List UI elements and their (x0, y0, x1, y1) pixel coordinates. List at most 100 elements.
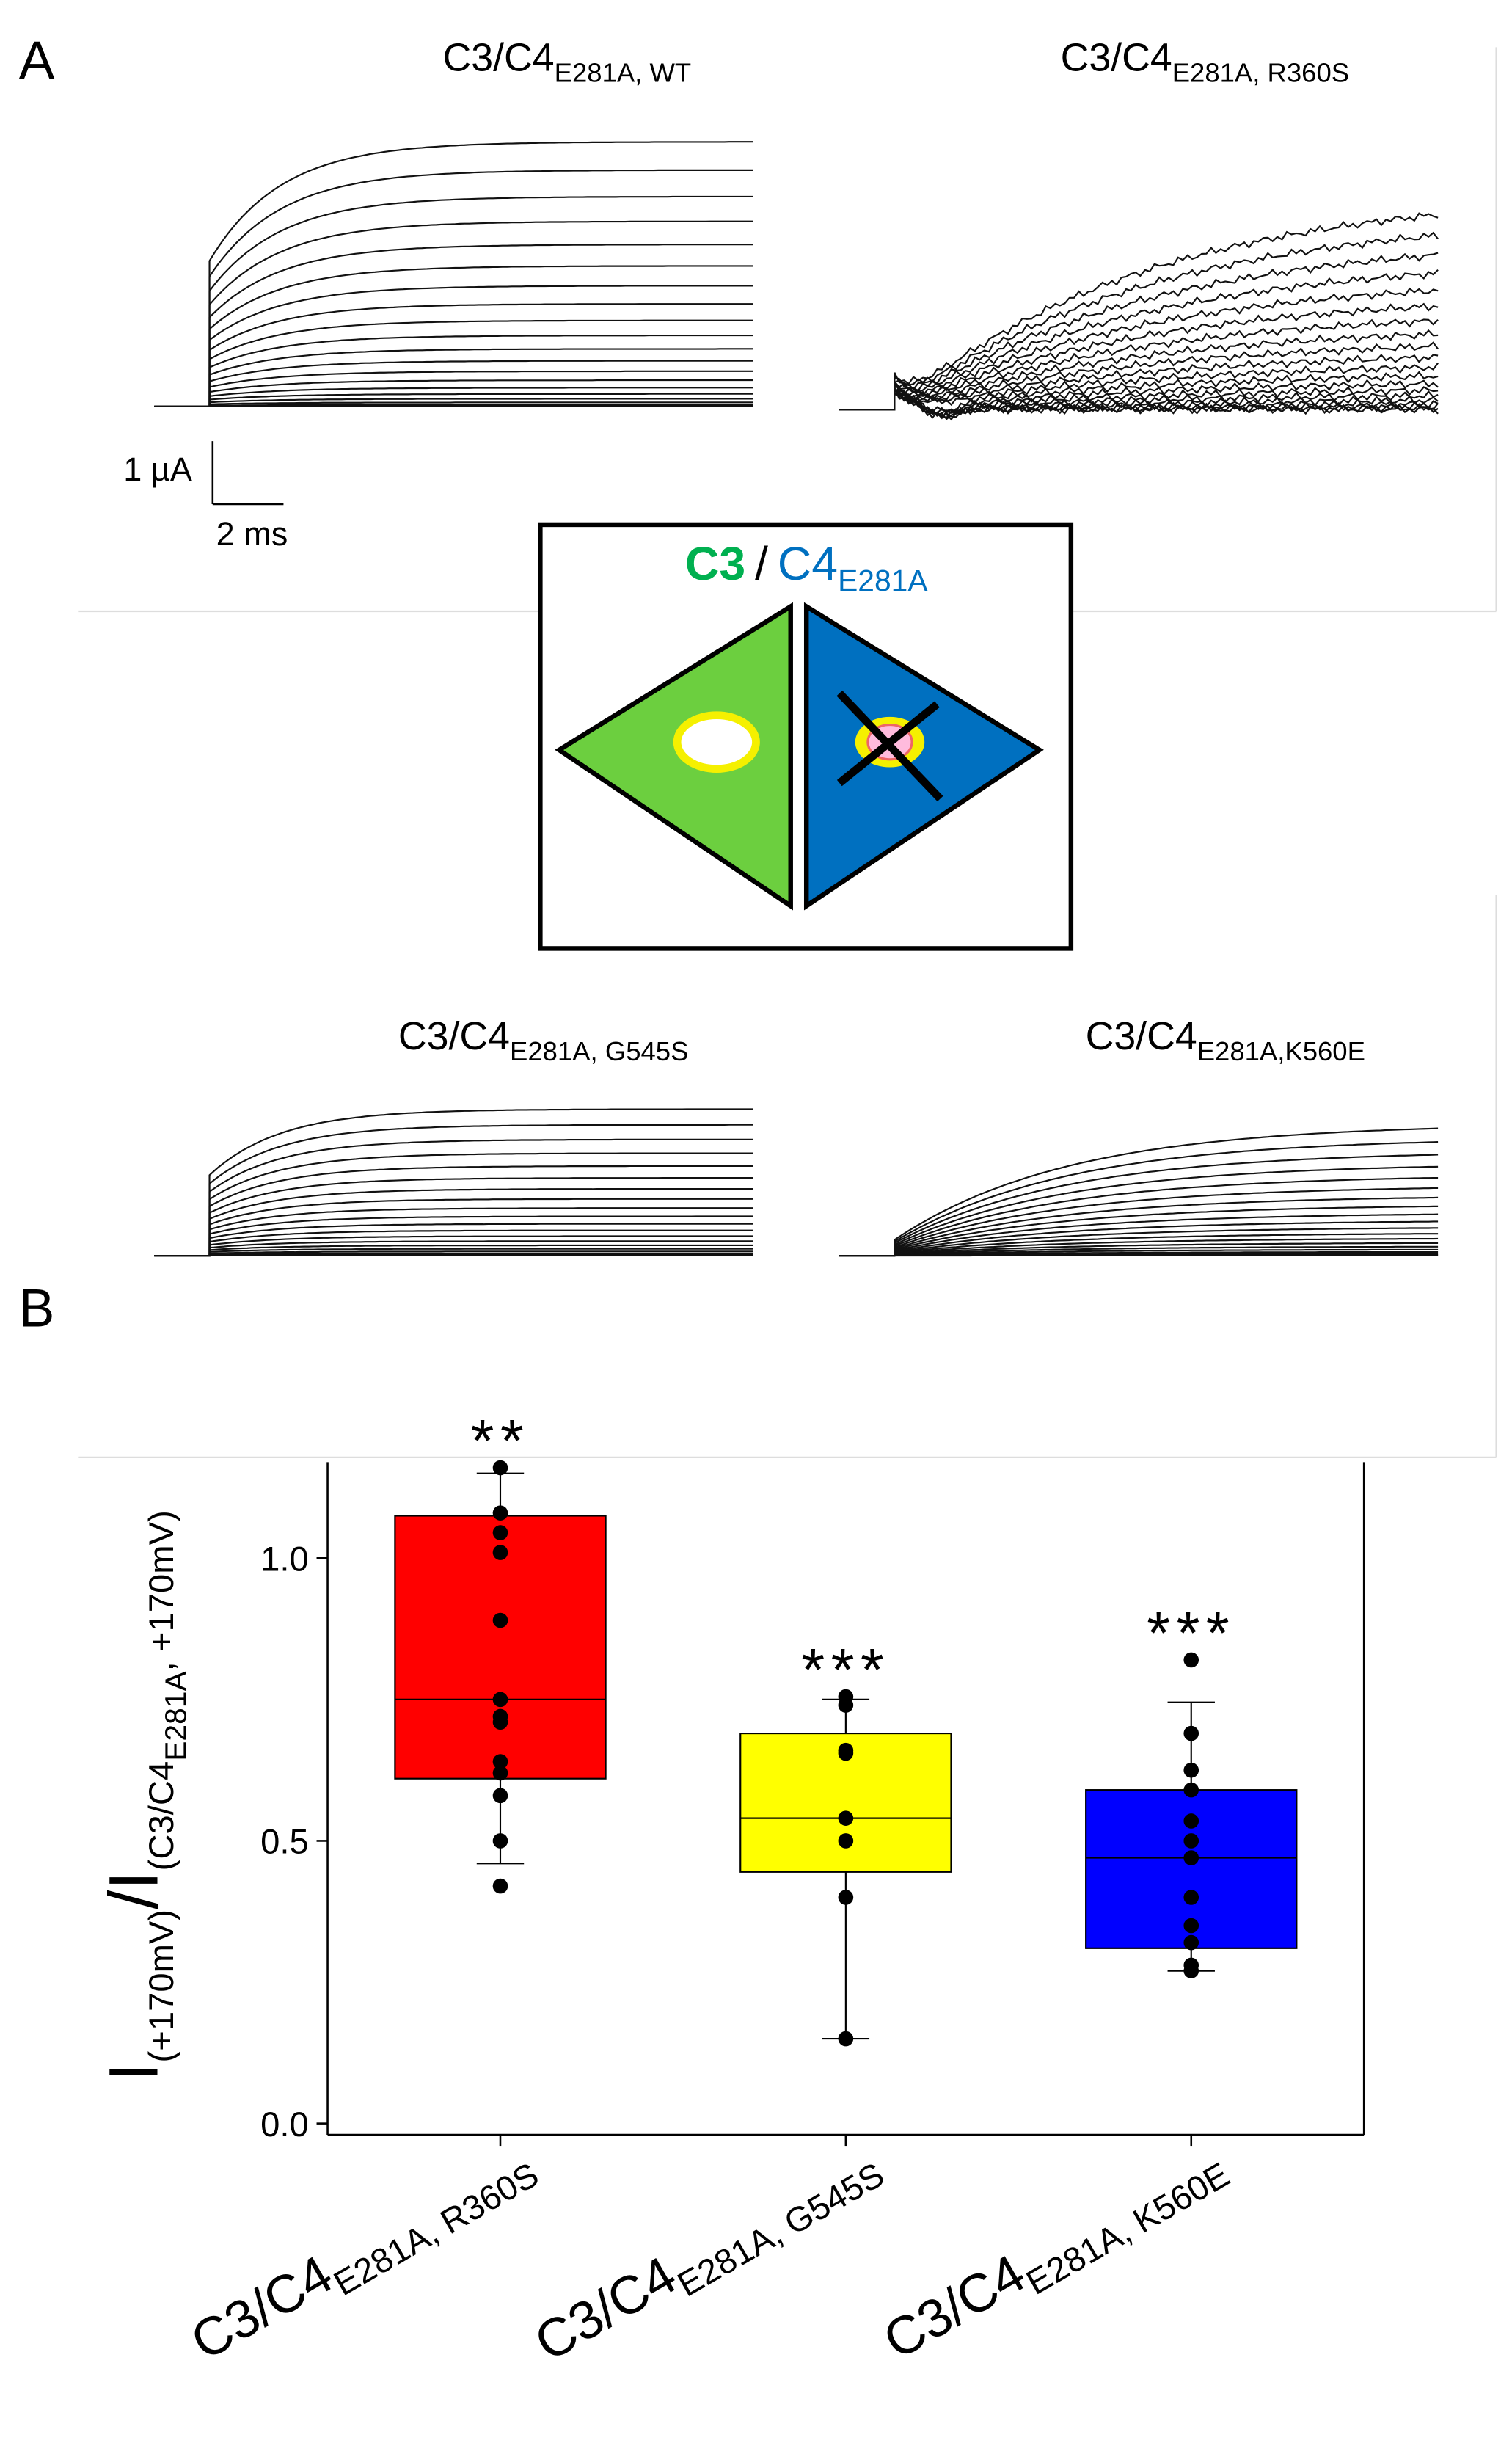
current-trace (154, 1215, 753, 1257)
current-trace (839, 1237, 1439, 1257)
x-tick-label-sub: E281A, K560E (1020, 2155, 1236, 2303)
x-tick-label: C3/C4E281A, G545S (525, 2130, 891, 2381)
trace-title-sub: E281A, G545S (510, 1036, 688, 1066)
current-trace (839, 1140, 1439, 1257)
data-point (1183, 1963, 1199, 1978)
y-axis-label-part: E281A (158, 1671, 192, 1761)
current-trace (154, 265, 753, 407)
current-trace (839, 318, 1439, 411)
current-trace (154, 1207, 753, 1257)
data-point (1183, 1918, 1199, 1934)
current-trace (154, 169, 753, 407)
data-point (1183, 1890, 1199, 1905)
x-tick-label: C3/C4E281A, R360S (181, 2130, 545, 2379)
trace-title-main: C3/C4 (1061, 36, 1172, 80)
data-point (492, 1460, 508, 1476)
current-trace (839, 354, 1439, 411)
data-point (838, 1810, 854, 1826)
trace-title-main: C3/C4 (443, 36, 555, 80)
x-tick-label-sub: E281A, G545S (671, 2155, 891, 2304)
current-trace (839, 1154, 1439, 1257)
data-point (492, 1525, 508, 1540)
y-axis-label: I(+170mV)/I(C3/C4E281A, +170mV) (95, 1510, 193, 2082)
data-point (492, 1833, 508, 1849)
current-trace (154, 319, 753, 407)
current-trace (154, 244, 753, 407)
scale-label: 2 ms (216, 515, 288, 553)
current-trace (154, 1235, 753, 1257)
data-point (492, 1878, 508, 1894)
data-point (838, 1890, 854, 1905)
trace-title-main: C3/C4 (398, 1014, 510, 1058)
current-trace (839, 341, 1439, 411)
trace-title: C3/C4E281A, G545S (398, 1014, 689, 1066)
data-point (1183, 1850, 1199, 1865)
data-point (492, 1505, 508, 1521)
data-point (838, 2031, 854, 2047)
current-trace (839, 1196, 1439, 1257)
y-axis-label-part: (+170mV) (142, 1909, 181, 2063)
current-trace (839, 1220, 1439, 1257)
current-trace (154, 379, 753, 407)
y-axis-label-part: , +170mV) (142, 1510, 181, 1671)
data-point (492, 1754, 508, 1769)
scale-label: 1 µA (123, 451, 192, 488)
diagram: C3/C4E281A (538, 522, 1074, 951)
current-trace (839, 1227, 1439, 1257)
current-trace (839, 1213, 1439, 1257)
current-trace (154, 1240, 753, 1257)
current-trace (839, 1176, 1439, 1257)
diagram-c4-sub: E281A (838, 564, 928, 597)
current-trace (154, 1223, 753, 1257)
frame-lines (78, 47, 1497, 1458)
current-trace (154, 303, 753, 407)
current-trace (154, 1138, 753, 1257)
current-trace (154, 348, 753, 407)
panel-label: A (19, 31, 55, 90)
traces: C3/C4E281A, WT C3/C4E281A, R360SC3/C4E281… (154, 36, 1439, 1257)
current-trace (154, 285, 753, 407)
current-trace (839, 379, 1439, 414)
current-trace (154, 398, 753, 407)
x-tick-label-main: C3/C4 (525, 2246, 687, 2373)
data-point (492, 1692, 508, 1708)
y-axis-label-part: I (95, 2062, 173, 2081)
y-tick-label: 0.0 (260, 2105, 309, 2144)
current-trace (839, 1127, 1439, 1257)
current-trace (839, 1233, 1439, 1257)
current-trace (839, 1245, 1439, 1257)
data-point (1183, 1833, 1199, 1849)
data-point (1183, 1813, 1199, 1829)
current-trace (154, 1248, 753, 1257)
current-trace (154, 1252, 753, 1257)
trace-title-main: C3/C4 (1086, 1014, 1197, 1058)
x-tick-label-sub: E281A, R360S (327, 2155, 545, 2304)
current-trace (839, 1248, 1439, 1257)
trace-title: C3/C4E281A, WT (443, 36, 692, 88)
y-axis-label-part: /I (95, 1871, 173, 1909)
current-trace (839, 212, 1439, 411)
data-point (1183, 1652, 1199, 1668)
current-trace (839, 363, 1439, 411)
current-trace (154, 141, 753, 407)
x-tick-label-main: C3/C4 (181, 2244, 343, 2372)
data-point (1183, 1725, 1199, 1741)
current-trace (154, 1198, 753, 1257)
current-trace (839, 252, 1439, 411)
current-trace (839, 1165, 1439, 1257)
data-point (838, 1833, 854, 1849)
y-tick-label: 0.5 (260, 1823, 309, 1862)
data-point (492, 1714, 508, 1730)
current-trace (154, 1108, 753, 1257)
current-trace (154, 1229, 753, 1257)
current-trace (154, 1250, 753, 1257)
diagram-slash: / (755, 537, 768, 590)
x-tick-label-main: C3/C4 (874, 2243, 1035, 2371)
scale-bar: 1 µA 2 ms (123, 441, 288, 553)
current-trace (839, 1187, 1439, 1257)
current-trace (154, 404, 753, 407)
current-trace (839, 387, 1439, 419)
trace-title-sub: E281A, R360S (1172, 58, 1349, 88)
current-trace (154, 1187, 753, 1257)
current-trace (154, 1152, 753, 1257)
